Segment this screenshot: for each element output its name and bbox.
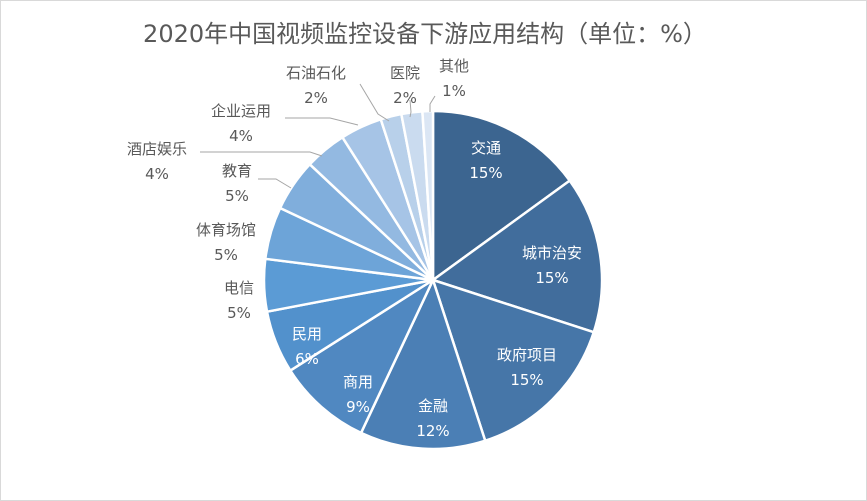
pie-slice-14 — [421, 109, 435, 282]
pie-slices — [262, 109, 604, 451]
slice-value-label: 5% — [227, 304, 251, 322]
slice-category-label: 医院 — [390, 64, 420, 82]
chart-title: 2020年中国视频监控设备下游应用结构（单位：%） — [143, 20, 707, 48]
leader-line-13 — [409, 99, 412, 118]
pie-slice-2 — [431, 179, 604, 334]
pie-slice-4 — [359, 278, 487, 451]
leader-lines — [200, 83, 436, 189]
slice-value-label: 15% — [535, 269, 568, 287]
slice-value-label: 4% — [229, 127, 253, 145]
slice-category-label: 石油石化 — [286, 64, 346, 82]
slice-category-label: 政府项目 — [497, 346, 557, 364]
data-labels: 交通 15% 城市治安 15% 政府项目 15% 金融 12% 商用 9% 民用 6% 电信 5% 体育场馆… — [127, 57, 582, 440]
leader-line-9 — [258, 178, 292, 189]
slice-value-label: 2% — [304, 89, 328, 107]
slice-value-label: 4% — [145, 165, 169, 183]
slice-category-label: 民用 — [292, 325, 322, 343]
slice-value-label: 5% — [214, 246, 238, 264]
slice-category-label: 商用 — [343, 373, 373, 391]
leader-line-12 — [359, 83, 390, 122]
slice-value-label: 12% — [416, 422, 449, 440]
slice-category-label: 电信 — [224, 279, 254, 297]
slice-value-label: 5% — [225, 187, 249, 205]
slice-category-label: 交通 — [471, 139, 501, 157]
pie-slice-1 — [431, 109, 571, 282]
slice-value-label: 6% — [295, 350, 319, 368]
slice-value-label: 9% — [346, 398, 370, 416]
slice-category-label: 体育场馆 — [196, 221, 256, 239]
slice-value-label: 2% — [393, 89, 417, 107]
leader-line-11 — [285, 117, 359, 126]
slice-category-label: 金融 — [418, 397, 448, 415]
slice-value-label: 15% — [510, 371, 543, 389]
slice-value-label: 15% — [469, 164, 502, 182]
slice-category-label: 其他 — [439, 57, 469, 75]
slice-category-label: 教育 — [222, 162, 252, 180]
slice-category-label: 城市治安 — [522, 244, 582, 262]
slice-category-label: 酒店娱乐 — [127, 140, 187, 158]
slice-category-label: 企业运用 — [211, 102, 271, 120]
leader-line-10 — [200, 151, 323, 157]
leader-line-14 — [429, 95, 436, 112]
slice-value-label: 1% — [442, 82, 466, 100]
pie-slice-5 — [289, 278, 435, 435]
